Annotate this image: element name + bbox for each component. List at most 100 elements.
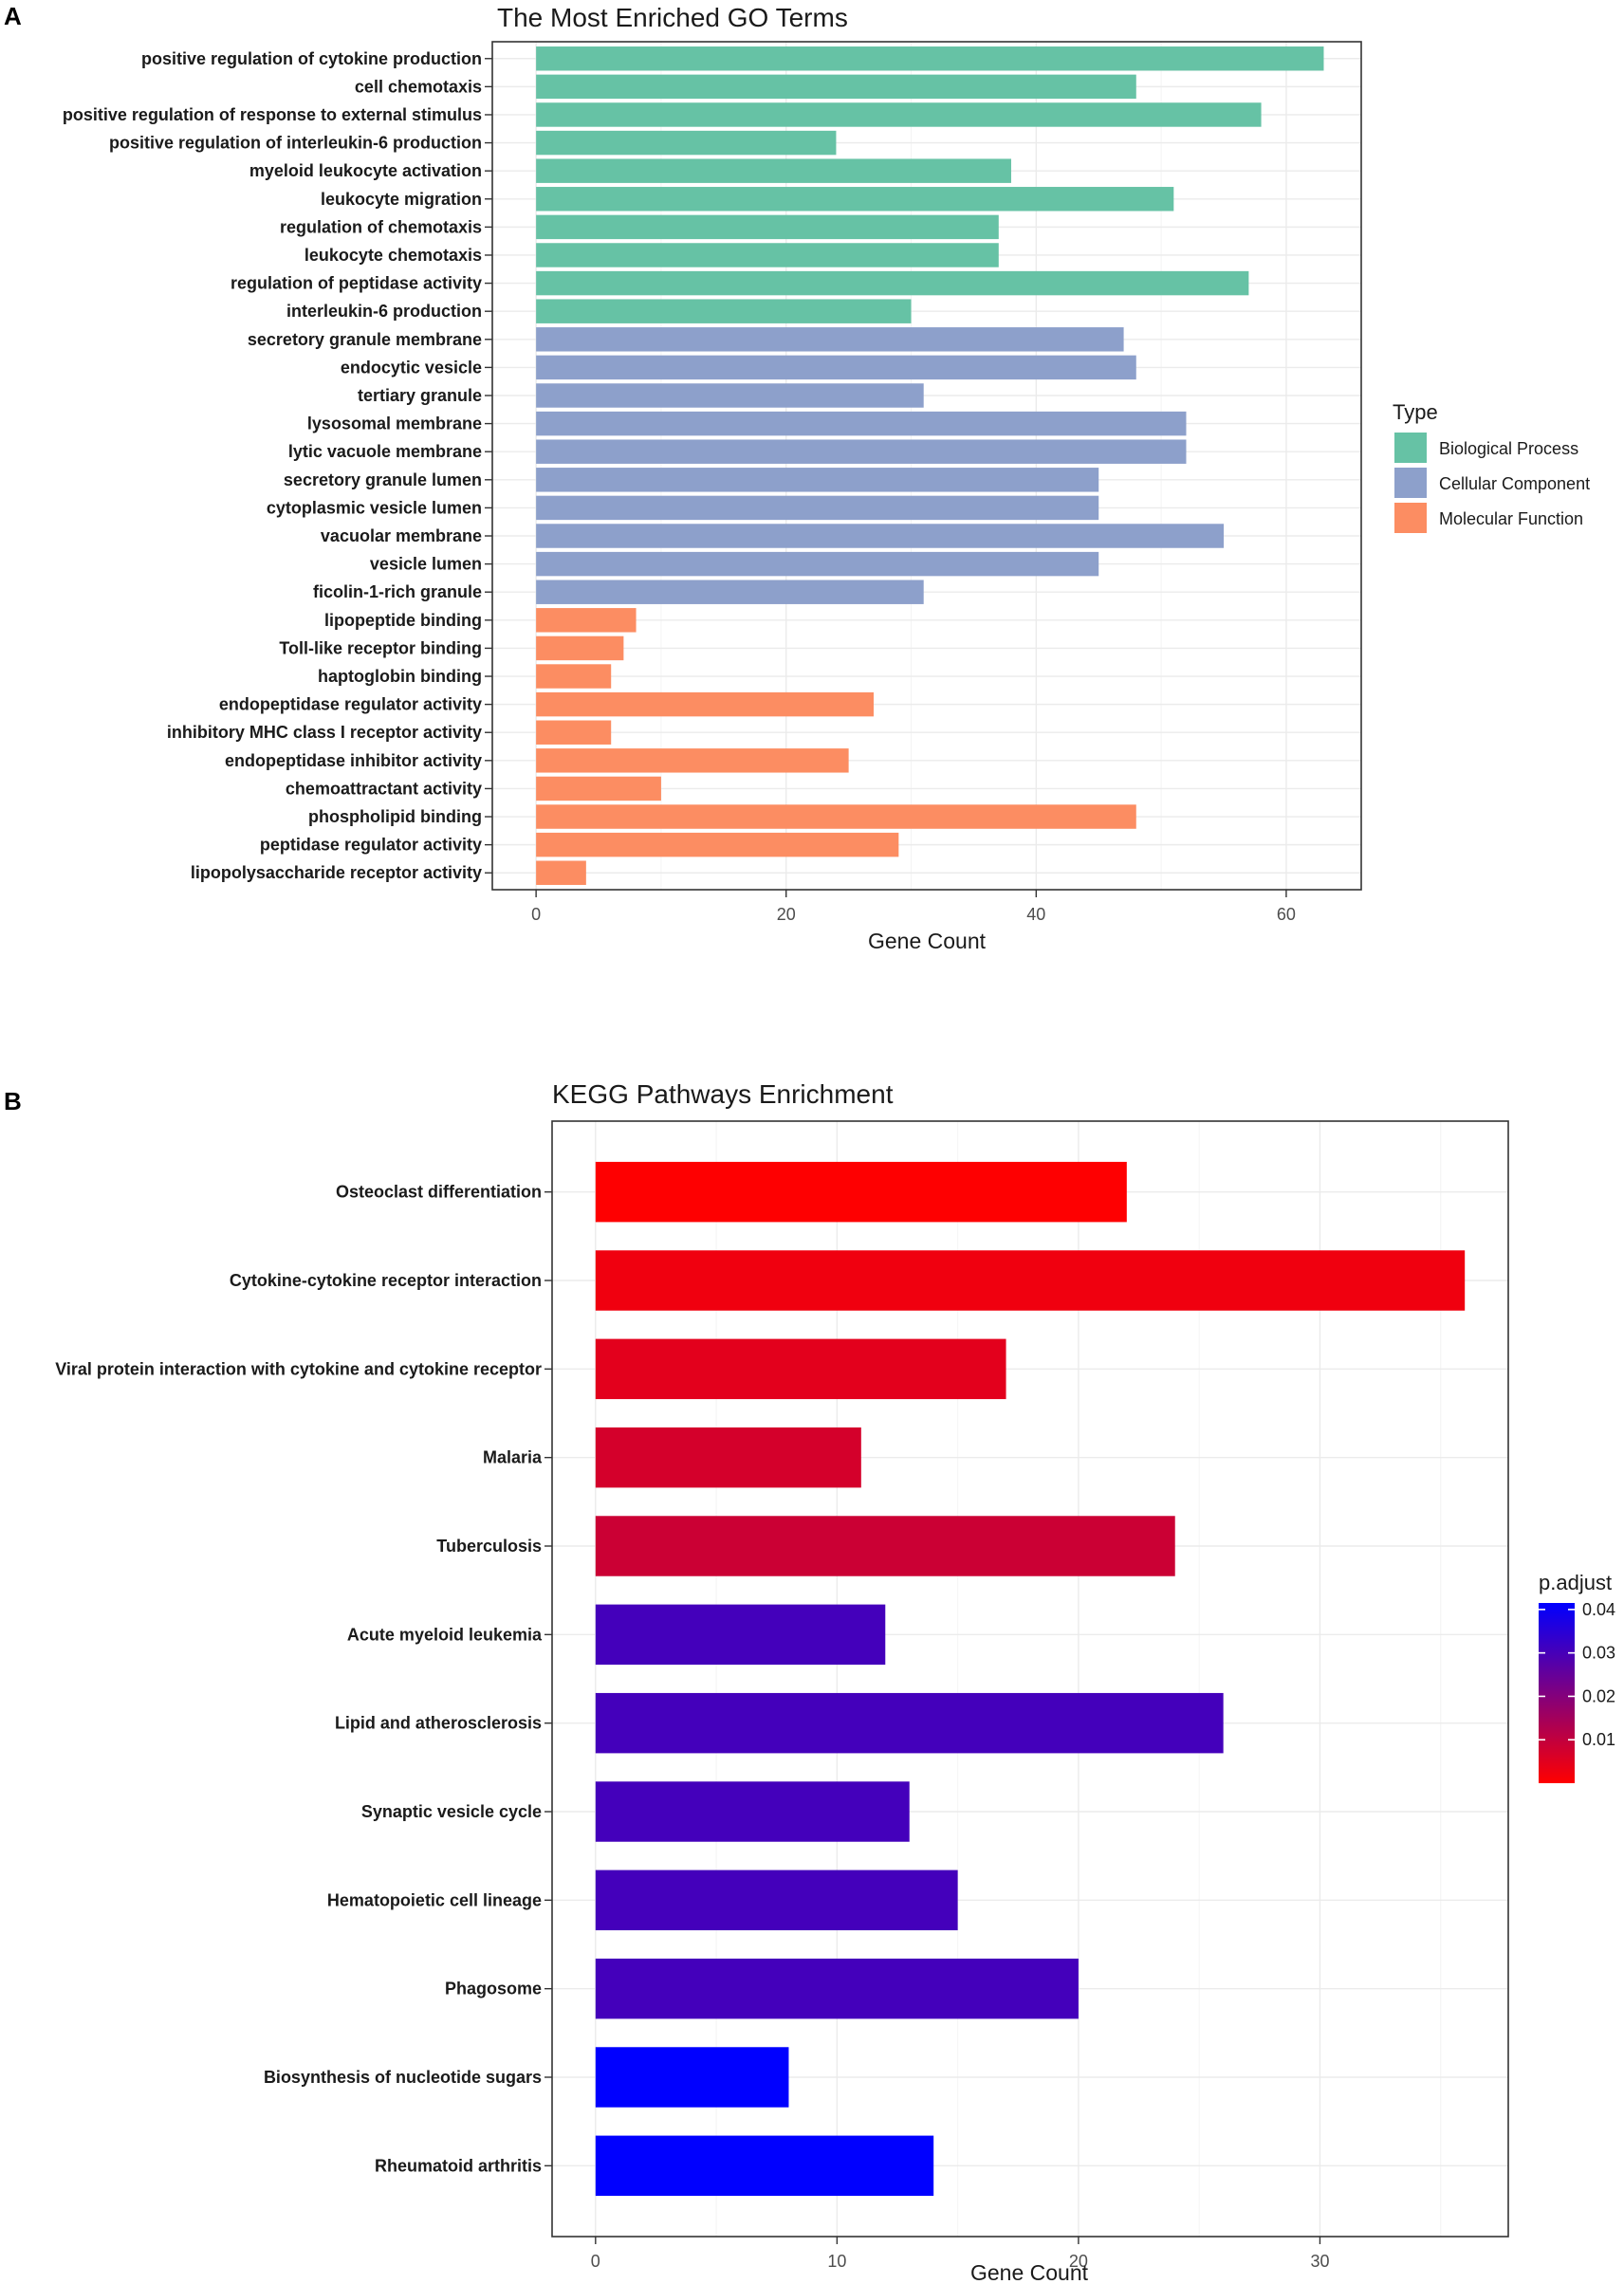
bar-lipopeptide-binding xyxy=(536,608,637,633)
label-hematopoietic-cell-lineage: Hematopoietic cell lineage xyxy=(327,1890,542,1909)
kegg-pathways-chart: B KEGG Pathways Enrichment Osteoclast di… xyxy=(4,1079,1615,2284)
bar-vacuolar-membrane xyxy=(536,524,1225,548)
kegg-chart-title: KEGG Pathways Enrichment xyxy=(552,1079,894,1109)
go-terms-chart: A The Most Enriched GO Terms positive re… xyxy=(4,2,1590,953)
label-lipopolysaccharide-receptor-activity: lipopolysaccharide receptor activity xyxy=(191,863,482,882)
go-category-labels: positive regulation of cytokine producti… xyxy=(63,49,492,882)
go-x-tick-label: 40 xyxy=(1026,905,1045,924)
label-leukocyte-chemotaxis: leukocyte chemotaxis xyxy=(304,246,482,265)
bar-peptidase-regulator-activity xyxy=(536,832,899,857)
kegg-category-labels: Osteoclast differentiation Cytokine-cytok… xyxy=(55,1183,552,2175)
go-legend: Type Biological Process Cellular Compone… xyxy=(1393,400,1590,533)
label-positive-regulation-of-interleukin-6-production: positive regulation of interleukin-6 pro… xyxy=(109,134,482,153)
label-acute-myeloid-leukemia: Acute myeloid leukemia xyxy=(347,1625,543,1644)
label-endopeptidase-inhibitor-activity: endopeptidase inhibitor activity xyxy=(225,751,482,770)
go-x-axis-title: Gene Count xyxy=(868,929,987,953)
p-adjust-colorbar: p.adjust 0.01 0.02 0.03 0.04 xyxy=(1539,1571,1615,1783)
label-viral-protein-interaction-with-cytokine-and-cytokine-receptor: Viral protein interaction with cytokine … xyxy=(55,1359,542,1378)
legend-swatch-molecular-function xyxy=(1394,503,1427,533)
bar-vesicle-lumen xyxy=(536,551,1099,577)
label-peptidase-regulator-activity: peptidase regulator activity xyxy=(260,836,482,855)
bar-endopeptidase-regulator-activity xyxy=(536,691,874,717)
bar-positive-regulation-of-cytokine-production xyxy=(536,46,1324,71)
label-toll-like-receptor-binding: Toll-like receptor binding xyxy=(279,638,482,657)
label-lipid-and-atherosclerosis: Lipid and atherosclerosis xyxy=(335,1714,542,1733)
bar-lysosomal-membrane xyxy=(536,411,1187,436)
label-rheumatoid-arthritis: Rheumatoid arthritis xyxy=(375,2156,542,2175)
label-lipopeptide-binding: lipopeptide binding xyxy=(324,611,482,630)
label-malaria: Malaria xyxy=(483,1448,543,1467)
colorbar-tick-label: 0.01 xyxy=(1582,1730,1615,1749)
label-ficolin-1-rich-granule: ficolin-1-rich granule xyxy=(313,582,482,601)
bar-toll-like-receptor-binding xyxy=(536,635,624,661)
label-regulation-of-peptidase-activity: regulation of peptidase activity xyxy=(231,274,482,293)
bar-viral-protein-interaction-with-cytokine-and-cytokine-receptor xyxy=(595,1338,1006,1400)
legend-label-cellular-component: Cellular Component xyxy=(1439,474,1590,493)
bar-leukocyte-chemotaxis xyxy=(536,243,999,267)
kegg-x-tick-label: 10 xyxy=(827,2252,846,2271)
legend-swatch-biological-process xyxy=(1394,433,1427,463)
bar-hematopoietic-cell-lineage xyxy=(595,1870,958,1931)
bar-lipid-and-atherosclerosis xyxy=(595,1692,1224,1754)
label-secretory-granule-membrane: secretory granule membrane xyxy=(248,330,482,349)
label-tuberculosis: Tuberculosis xyxy=(436,1537,542,1556)
label-secretory-granule-lumen: secretory granule lumen xyxy=(284,470,482,489)
legend-title: Type xyxy=(1393,400,1438,424)
label-vacuolar-membrane: vacuolar membrane xyxy=(321,526,482,545)
label-synaptic-vesicle-cycle: Synaptic vesicle cycle xyxy=(361,1802,542,1821)
label-myeloid-leukocyte-activation: myeloid leukocyte activation xyxy=(249,161,482,180)
label-phospholipid-binding: phospholipid binding xyxy=(308,807,482,826)
bar-phagosome xyxy=(595,1958,1079,2019)
colorbar-tick-label: 0.03 xyxy=(1582,1644,1615,1663)
label-interleukin-6-production: interleukin-6 production xyxy=(286,302,482,321)
bar-tertiary-granule xyxy=(536,383,924,408)
bar-endopeptidase-inhibitor-activity xyxy=(536,748,849,773)
legend-swatch-cellular-component xyxy=(1394,468,1427,498)
bar-cytoplasmic-vesicle-lumen xyxy=(536,495,1099,521)
panel-a-label: A xyxy=(4,2,22,30)
go-bars xyxy=(536,46,1324,885)
bar-leukocyte-migration xyxy=(536,187,1174,212)
bar-positive-regulation-of-response-to-external-stimulus xyxy=(536,102,1262,127)
legend-label-biological-process: Biological Process xyxy=(1439,439,1578,458)
bar-synaptic-vesicle-cycle xyxy=(595,1781,910,1842)
bar-myeloid-leukocyte-activation xyxy=(536,158,1011,183)
bar-lytic-vacuole-membrane xyxy=(536,439,1187,464)
legend-label-molecular-function: Molecular Function xyxy=(1439,509,1583,528)
kegg-x-tick-label: 0 xyxy=(591,2252,600,2271)
label-lysosomal-membrane: lysosomal membrane xyxy=(307,414,482,433)
bar-cell-chemotaxis xyxy=(536,74,1136,100)
colorbar-title: p.adjust xyxy=(1539,1571,1612,1594)
bar-endocytic-vesicle xyxy=(536,355,1136,380)
kegg-x-tick-label: 30 xyxy=(1310,2252,1329,2271)
label-vesicle-lumen: vesicle lumen xyxy=(370,555,482,574)
label-cytokine-cytokine-receptor-interaction: Cytokine-cytokine receptor interaction xyxy=(230,1271,542,1290)
bar-lipopolysaccharide-receptor-activity xyxy=(536,860,586,885)
bar-interleukin-6-production xyxy=(536,299,912,323)
colorbar-ticks: 0.01 0.02 0.03 0.04 xyxy=(1539,1600,1615,1749)
label-chemoattractant-activity: chemoattractant activity xyxy=(286,779,482,798)
kegg-bars xyxy=(595,1161,1466,2197)
label-haptoglobin-binding: haptoglobin binding xyxy=(318,667,482,686)
bar-positive-regulation-of-interleukin-6-production xyxy=(536,130,837,156)
label-endopeptidase-regulator-activity: endopeptidase regulator activity xyxy=(219,695,482,714)
bar-osteoclast-differentiation xyxy=(595,1161,1127,1223)
bar-acute-myeloid-leukemia xyxy=(595,1604,886,1666)
kegg-x-ticks: 0 10 20 30 xyxy=(591,2237,1329,2271)
label-tertiary-granule: tertiary granule xyxy=(358,386,482,405)
colorbar-tick-label: 0.04 xyxy=(1582,1600,1615,1619)
label-positive-regulation-of-cytokine-production: positive regulation of cytokine producti… xyxy=(141,49,482,68)
label-regulation-of-chemotaxis: regulation of chemotaxis xyxy=(280,217,482,236)
label-endocytic-vesicle: endocytic vesicle xyxy=(341,358,482,377)
bar-inhibitory-mhc-class-i-receptor-activity xyxy=(536,720,612,745)
colorbar-gradient xyxy=(1539,1603,1575,1783)
bar-malaria xyxy=(595,1427,861,1488)
go-x-tick-label: 0 xyxy=(531,905,541,924)
bar-secretory-granule-lumen xyxy=(536,468,1099,492)
bar-secretory-granule-membrane xyxy=(536,327,1124,352)
label-cell-chemotaxis: cell chemotaxis xyxy=(355,77,482,96)
label-positive-regulation-of-response-to-external-stimulus: positive regulation of response to exter… xyxy=(63,105,482,124)
bar-regulation-of-chemotaxis xyxy=(536,214,999,240)
bar-chemoattractant-activity xyxy=(536,776,661,801)
